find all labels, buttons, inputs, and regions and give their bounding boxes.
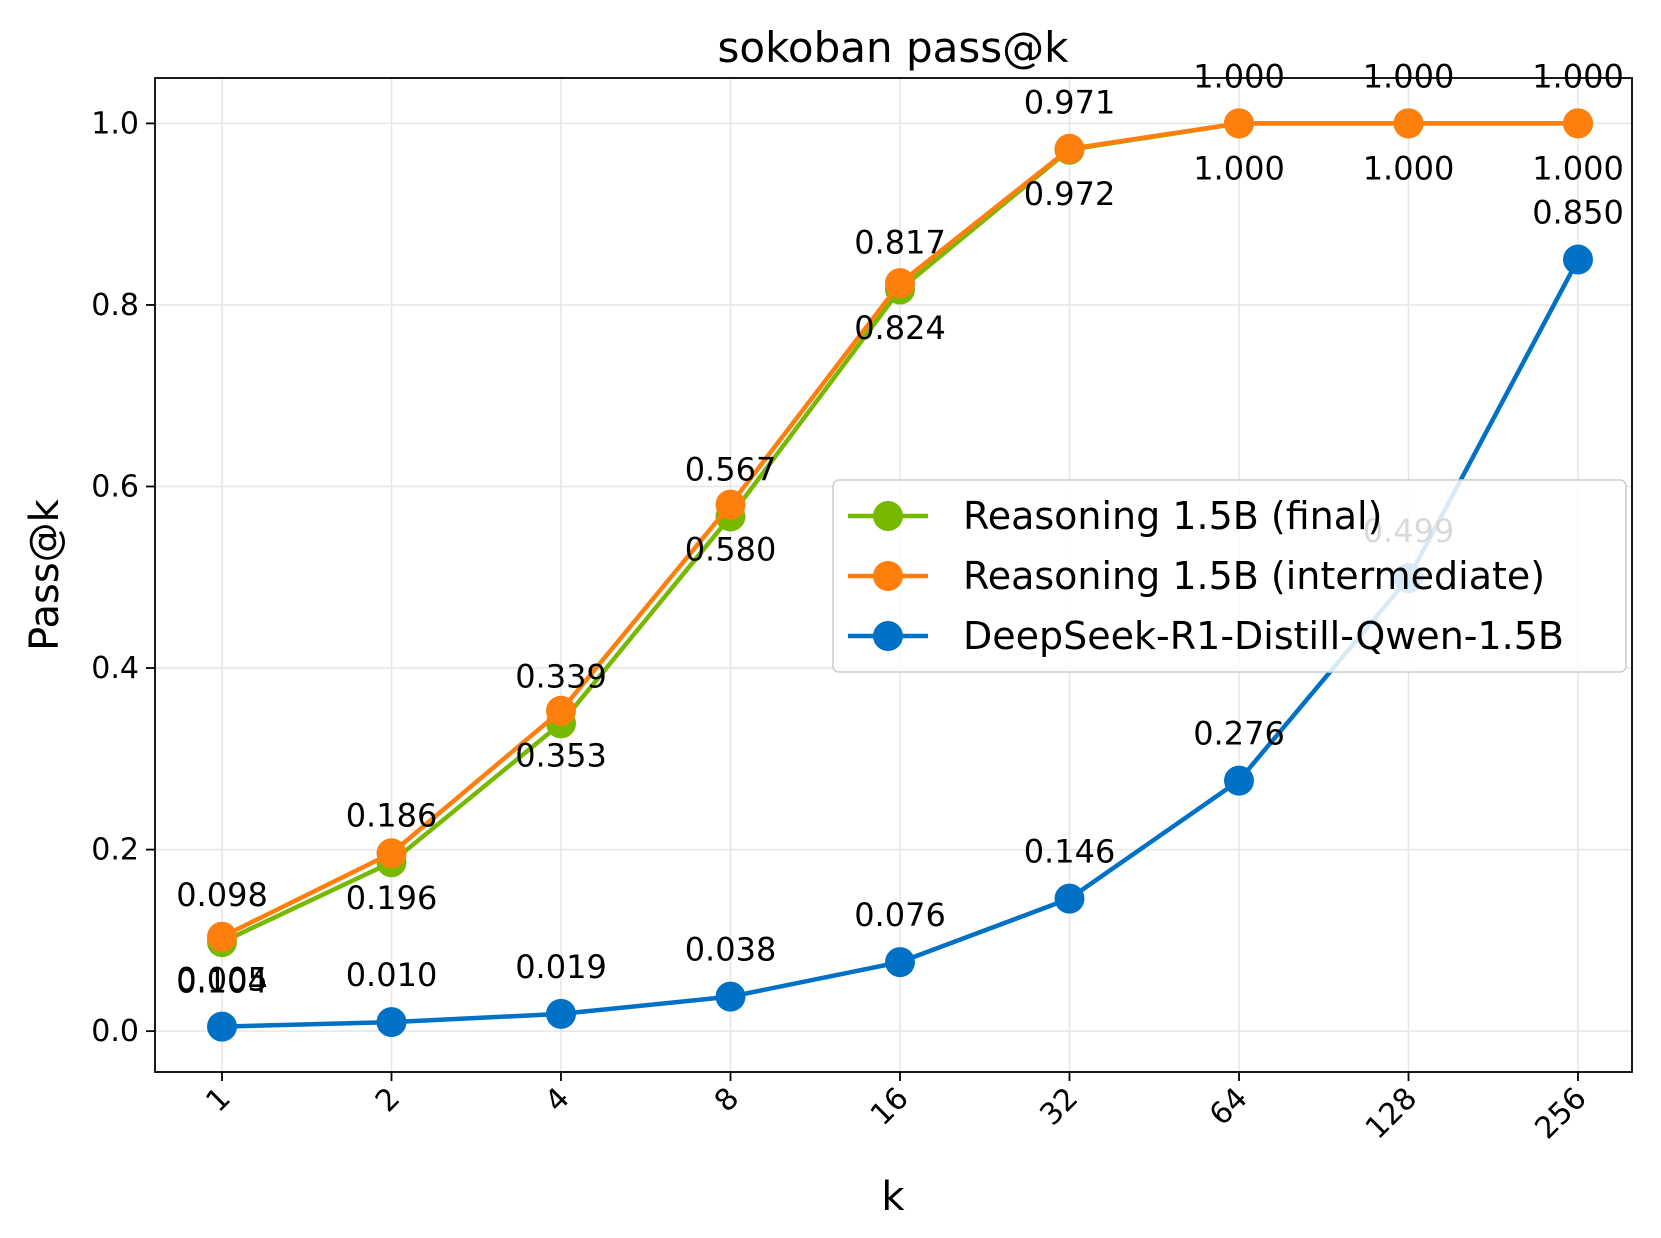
data-label: 1.000: [1363, 149, 1455, 187]
legend-swatch-marker: [873, 621, 903, 651]
data-label: 0.076: [854, 896, 946, 934]
data-point: [885, 947, 915, 978]
data-label: 0.276: [1193, 715, 1285, 753]
data-point: [546, 695, 576, 726]
data-label: 0.817: [854, 224, 946, 262]
data-label: 0.824: [854, 309, 946, 347]
legend-swatch-marker: [873, 561, 903, 591]
legend-entry-label: DeepSeek-R1-Distill-Qwen-1.5B: [963, 614, 1564, 658]
data-label: 0.580: [685, 531, 777, 569]
data-point: [1563, 108, 1593, 139]
data-label: 0.019: [515, 948, 607, 986]
data-label: 1.000: [1193, 57, 1285, 95]
y-tick-label: 0.6: [91, 469, 139, 504]
data-point: [376, 838, 407, 869]
data-label: 0.146: [1024, 833, 1116, 871]
data-point: [207, 921, 237, 952]
legend: Reasoning 1.5B (final) Reasoning 1.5B (in…: [832, 479, 1627, 673]
data-label: 0.353: [515, 737, 607, 775]
legend-entry-label: Reasoning 1.5B (intermediate): [963, 554, 1545, 598]
y-tick-label: 1.0: [91, 106, 139, 141]
legend-box: [832, 479, 1627, 673]
data-label: 0.104: [176, 963, 268, 1001]
data-label: 1.000: [1193, 149, 1285, 187]
data-point: [376, 1007, 407, 1038]
x-axis-label: k: [881, 1174, 905, 1220]
data-point: [1393, 108, 1424, 139]
data-point: [1054, 133, 1085, 164]
data-label: 1.000: [1363, 57, 1455, 95]
data-label: 0.186: [346, 796, 438, 834]
data-label: 0.567: [685, 450, 777, 488]
data-label: 0.339: [515, 657, 607, 695]
legend-swatch-marker: [873, 501, 903, 531]
data-point: [1224, 108, 1254, 139]
y-tick-label: 0.4: [91, 651, 139, 686]
chart-title: sokoban pass@k: [718, 23, 1070, 72]
data-label: 0.850: [1532, 194, 1624, 232]
data-label: 0.196: [346, 879, 438, 917]
y-axis-label: Pass@k: [22, 498, 68, 651]
plot-frame: [154, 77, 1633, 1073]
series-lines: [207, 108, 1593, 1042]
data-point: [207, 1011, 237, 1042]
data-label: 1.000: [1532, 149, 1624, 187]
y-tick-label: 0.2: [91, 833, 139, 868]
data-label: 0.010: [346, 956, 438, 994]
data-label: 1.000: [1532, 57, 1624, 95]
data-label: 0.098: [176, 876, 268, 914]
data-point: [1054, 883, 1085, 914]
data-point: [1224, 765, 1254, 796]
data-point: [546, 998, 576, 1029]
y-tick-label: 0.8: [91, 288, 139, 323]
data-point: [1563, 244, 1593, 275]
y-tick-label: 0.0: [91, 1014, 139, 1049]
data-label: 0.971: [1024, 84, 1116, 122]
data-label: 0.005: [176, 961, 268, 999]
data-point: [885, 268, 915, 299]
data-label: 0.038: [685, 931, 777, 969]
data-label: 0.972: [1024, 175, 1116, 213]
data-point: [715, 489, 746, 520]
legend-entry-label: Reasoning 1.5B (final): [963, 494, 1382, 538]
data-point: [715, 981, 746, 1012]
